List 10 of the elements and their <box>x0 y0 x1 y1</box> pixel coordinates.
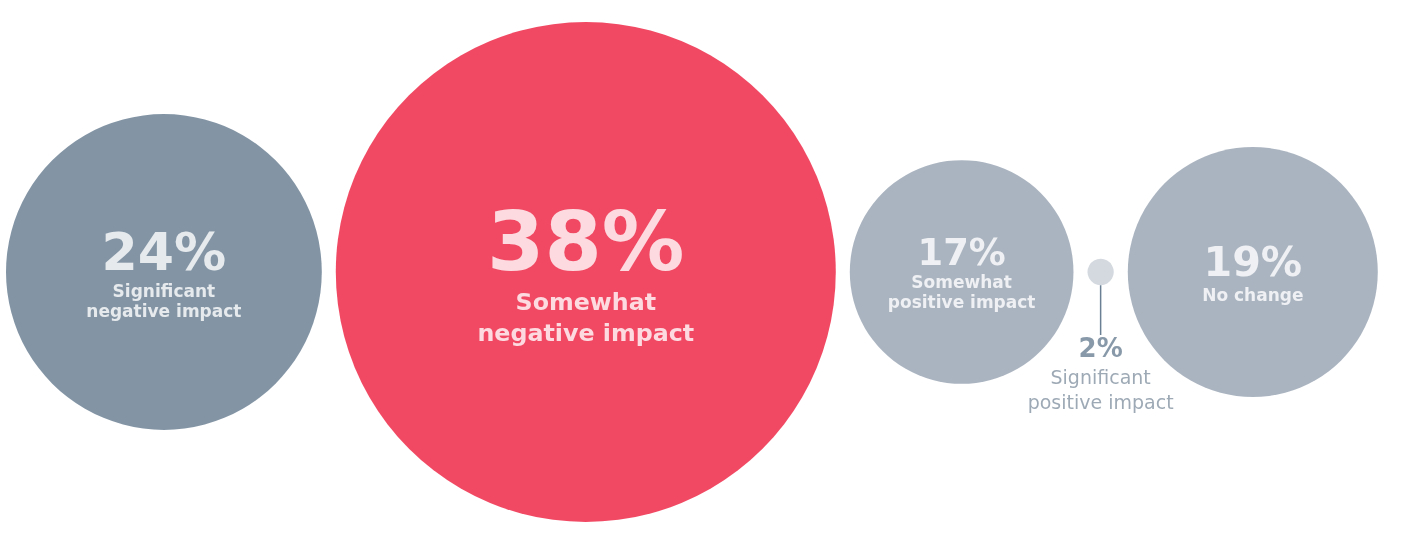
data-label: 38% <box>487 192 685 289</box>
data-label: 19% <box>1203 238 1303 286</box>
data-label: 2% <box>1078 333 1123 363</box>
category-label: Somewhat negative impact <box>477 287 695 347</box>
data-label: 17% <box>917 230 1006 274</box>
category-label: Significant positive impact <box>1027 365 1174 413</box>
data-label: 24% <box>101 222 227 282</box>
category-label: Significant negative impact <box>86 280 242 321</box>
category-label: No change <box>1202 284 1304 305</box>
category-label: Somewhat positive impact <box>887 272 1036 313</box>
